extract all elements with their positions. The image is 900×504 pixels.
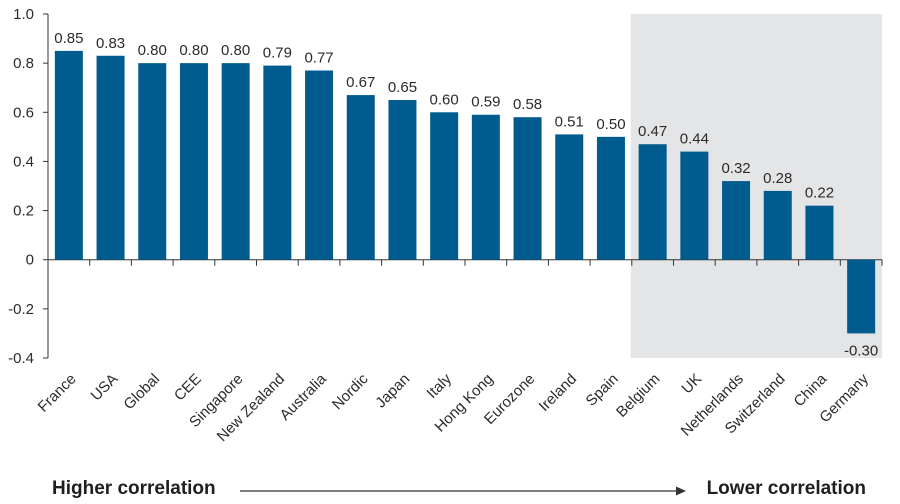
lower-correlation-label: Lower correlation [706,478,866,499]
y-tick-labels: 1.0 0.8 0.6 0.4 0.2 0 -0.2 -0.4 [8,6,34,367]
x-tick-label-italy: Italy [424,370,456,402]
bar-japan [388,100,417,260]
higher-correlation-label: Higher correlation [52,478,216,499]
x-tick-label-usa: USA [88,371,122,405]
data-label-australia: 0.77 [304,50,333,67]
data-label-global: 0.80 [138,42,167,59]
x-tick-label-australia: Australia [277,370,331,424]
y-tick-label: 0 [26,252,34,269]
data-label-ireland: 0.51 [555,113,584,130]
x-tick-label-cee: CEE [171,371,205,405]
bar-france [54,50,83,260]
bar-singapore [221,63,250,260]
x-tick-label-france: France [35,371,80,416]
x-tick-label-japan: Japan [372,371,413,412]
highlight-region [630,14,882,358]
x-tick-label-belgium: Belgium [613,371,663,421]
y-tick-label: -0.4 [8,350,34,367]
data-label-spain: 0.50 [596,116,625,133]
bar-cee [179,63,208,260]
bar-eurozone [513,117,542,260]
bar-belgium [638,144,667,260]
x-tick-label-spain: Spain [583,371,622,410]
y-tick-label: 0.4 [13,153,34,170]
x-tick-label-uk: UK [678,371,705,398]
data-label-nordic: 0.67 [346,74,375,91]
data-label-eurozone: 0.58 [513,96,542,113]
y-tick-label: 1.0 [13,6,34,23]
x-tick-label-china: China [791,370,831,410]
highlight-region-layer [630,14,882,358]
data-label-italy: 0.60 [430,91,459,108]
data-labels: 0.85 0.83 0.80 0.80 0.80 0.79 0.77 0.67 0.65 0.60… [54,30,878,360]
bar-germany [847,259,876,334]
data-label-cee: 0.80 [179,42,208,59]
y-tick-label: 0.2 [13,203,34,220]
bar-nordic [346,95,375,260]
arrow-head [676,486,686,496]
bar-switzerland [763,190,792,260]
data-label-france: 0.85 [54,30,83,47]
bars [54,50,876,334]
y-tick-label: 0.6 [13,104,34,121]
data-label-china: 0.22 [805,185,834,202]
correlation-arrow [240,486,686,496]
data-label-belgium: 0.47 [638,123,667,140]
bar-netherlands [722,181,751,260]
x-tick-label-global: Global [120,371,163,414]
bar-uk [680,151,709,260]
bar-ireland [555,134,584,260]
y-tick-label: -0.2 [8,301,34,318]
bar-global [138,63,167,260]
bar-new-zealand [263,65,292,260]
bar-spain [596,136,625,260]
data-label-hong-kong: 0.59 [471,94,500,111]
bar-china [805,205,834,260]
data-label-netherlands: 0.32 [721,160,750,177]
data-label-new-zealand: 0.79 [263,45,292,62]
data-label-japan: 0.65 [388,79,417,96]
y-tick-label: 0.8 [13,55,34,72]
data-label-singapore: 0.80 [221,42,250,59]
bar-usa [96,55,125,260]
data-label-switzerland: 0.28 [763,170,792,187]
bar-italy [430,112,459,260]
bar-hong-kong [471,114,500,260]
bar-australia [305,70,334,260]
x-tick-label-ireland: Ireland [536,371,580,415]
data-label-usa: 0.83 [96,35,125,52]
x-tick-label-nordic: Nordic [329,370,372,413]
data-label-uk: 0.44 [680,131,709,148]
data-label-germany: -0.30 [844,342,878,359]
